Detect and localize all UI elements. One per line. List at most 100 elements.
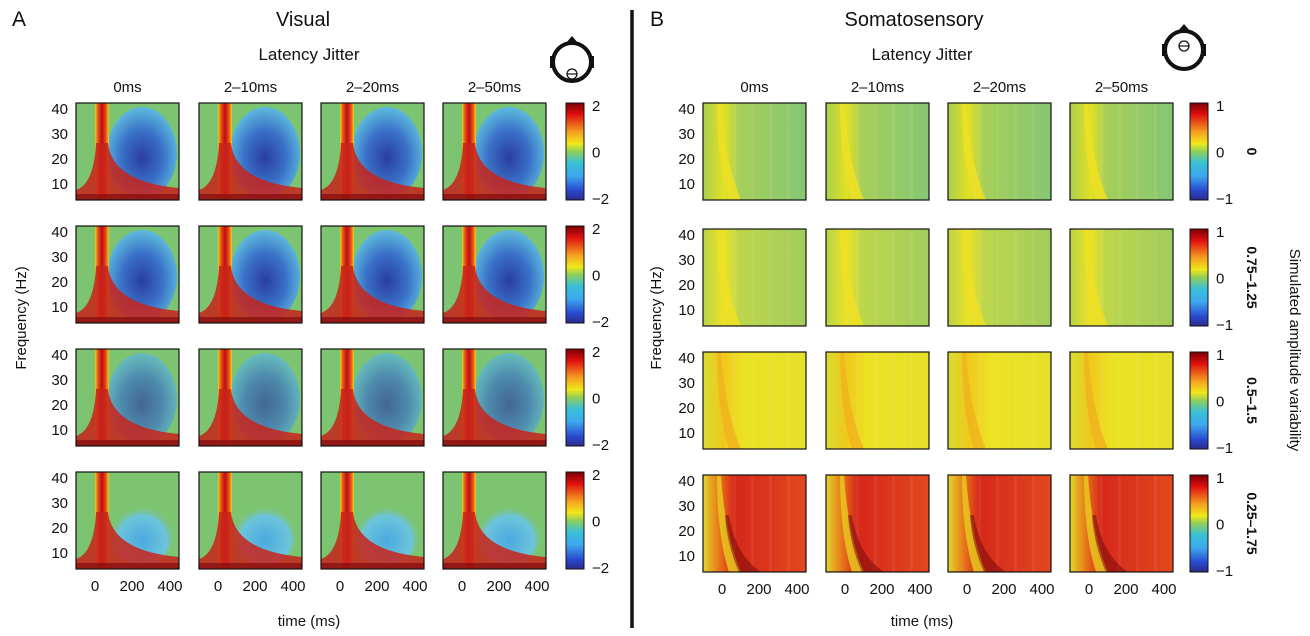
column-label-2: 2–20ms — [973, 79, 1026, 96]
column-label-3: 2–50ms — [1095, 79, 1148, 96]
spectrogram-tile — [702, 102, 807, 201]
spectrogram-tile — [825, 228, 930, 327]
x-tick-label: 0 — [336, 578, 344, 595]
spectrogram-tile — [320, 348, 425, 447]
y-tick-label: 20 — [51, 151, 68, 168]
x-tick-label: 200 — [486, 578, 511, 595]
y-tick-label: 30 — [51, 126, 68, 143]
x-tick-label: 400 — [402, 578, 427, 595]
x-tick-label: 0 — [841, 581, 849, 598]
y-tick-label: 10 — [51, 545, 68, 562]
panel-b-subtitle: Latency Jitter — [871, 45, 972, 64]
y-tick-label: 20 — [678, 277, 695, 294]
row-label-3: 0.25–1.75 — [1244, 492, 1260, 554]
colorbar-tick-label: 2 — [592, 467, 600, 484]
x-tick-label: 200 — [1113, 581, 1138, 598]
y-tick-label: 10 — [678, 425, 695, 442]
colorbar-tick-label: −1 — [1216, 440, 1233, 457]
panel-a-title: Visual — [276, 9, 330, 31]
panel-grid-layer: 0ms 2–10ms 2–20ms 2–50ms4030201020−24030201… — [51, 79, 1260, 598]
spectrogram-tile — [198, 102, 303, 201]
colorbar-tick-label: −1 — [1216, 563, 1233, 580]
y-tick-label: 40 — [51, 470, 68, 487]
y-tick-label: 40 — [51, 347, 68, 364]
y-tick-label: 40 — [51, 101, 68, 118]
x-tick-label: 400 — [524, 578, 549, 595]
colorbar-tick-label: 0 — [1216, 271, 1224, 288]
spectrogram-tile — [1069, 102, 1174, 201]
colorbar — [1189, 228, 1209, 327]
x-tick-label: 400 — [280, 578, 305, 595]
y-tick-label: 20 — [678, 523, 695, 540]
y-tick-label: 40 — [678, 350, 695, 367]
spectrogram-tile — [702, 228, 807, 327]
spectrogram-tile — [75, 102, 180, 201]
colorbar-tick-label: −2 — [592, 437, 609, 454]
column-label-0: 0ms — [740, 79, 768, 96]
spectrogram-tile — [1069, 228, 1174, 327]
spectrogram-tile — [1069, 474, 1174, 573]
spectrogram-tile — [702, 351, 807, 450]
spectrogram-tile — [320, 225, 425, 324]
x-tick-label: 0 — [91, 578, 99, 595]
y-tick-label: 30 — [51, 372, 68, 389]
spectrogram-tile — [702, 474, 807, 573]
spectrogram-tile — [75, 348, 180, 447]
y-tick-label: 10 — [678, 548, 695, 565]
spectrogram-tile — [947, 351, 1052, 450]
colorbar — [1189, 351, 1209, 450]
spectrogram-tile — [442, 471, 547, 570]
colorbar-tick-label: 0 — [592, 391, 600, 408]
colorbar-tick-label: 0 — [1216, 145, 1224, 162]
y-tick-label: 40 — [678, 227, 695, 244]
colorbar-tick-label: −2 — [592, 560, 609, 577]
side-label: Simulated amplitude variability — [1286, 249, 1303, 452]
colorbar — [565, 102, 585, 201]
colorbar-tick-label: 1 — [1216, 224, 1224, 241]
y-tick-label: 30 — [678, 126, 695, 143]
colorbar-tick-label: 0 — [592, 268, 600, 285]
spectrogram-tile — [825, 351, 930, 450]
x-tick-label: 400 — [1029, 581, 1054, 598]
y-tick-label: 30 — [678, 498, 695, 515]
y-tick-label: 10 — [51, 299, 68, 316]
spectrogram-tile — [947, 474, 1052, 573]
colorbar-tick-label: 1 — [1216, 470, 1224, 487]
y-tick-label: 10 — [51, 176, 68, 193]
y-tick-label: 20 — [678, 400, 695, 417]
colorbar — [1189, 102, 1209, 201]
colorbar-tick-label: −2 — [592, 191, 609, 208]
x-tick-label: 0 — [718, 581, 726, 598]
x-tick-label: 0 — [458, 578, 466, 595]
row-label-1: 0.75–1.25 — [1244, 246, 1260, 308]
y-tick-label: 30 — [51, 495, 68, 512]
x-tick-label: 400 — [157, 578, 182, 595]
panel-b-title: Somatosensory — [845, 9, 984, 31]
colorbar-tick-label: 1 — [1216, 347, 1224, 364]
spectrogram-tile — [442, 348, 547, 447]
spectrogram-tile — [442, 225, 547, 324]
x-tick-label: 0 — [214, 578, 222, 595]
panel-a-letter: A — [12, 8, 26, 31]
spectrogram-tile — [320, 102, 425, 201]
panel-b-x-axis-label: time (ms) — [891, 613, 954, 630]
spectrogram-tile — [947, 228, 1052, 327]
y-tick-label: 10 — [678, 176, 695, 193]
panel-b-y-axis-label: Frequency (Hz) — [648, 266, 665, 369]
panel-a-x-axis-label: time (ms) — [278, 613, 341, 630]
colorbar-tick-label: 2 — [592, 344, 600, 361]
column-label-2: 2–20ms — [346, 79, 399, 96]
y-tick-label: 10 — [51, 422, 68, 439]
colorbar-tick-label: −1 — [1216, 191, 1233, 208]
spectrogram-tile — [198, 225, 303, 324]
spectrogram-tile — [75, 471, 180, 570]
colorbar-tick-label: 0 — [1216, 394, 1224, 411]
colorbar-tick-label: 2 — [592, 221, 600, 238]
y-tick-label: 40 — [678, 473, 695, 490]
spectrogram-tile — [825, 474, 930, 573]
spectrogram-tile — [198, 471, 303, 570]
y-tick-label: 30 — [678, 252, 695, 269]
column-label-0: 0ms — [113, 79, 141, 96]
y-tick-label: 10 — [678, 302, 695, 319]
